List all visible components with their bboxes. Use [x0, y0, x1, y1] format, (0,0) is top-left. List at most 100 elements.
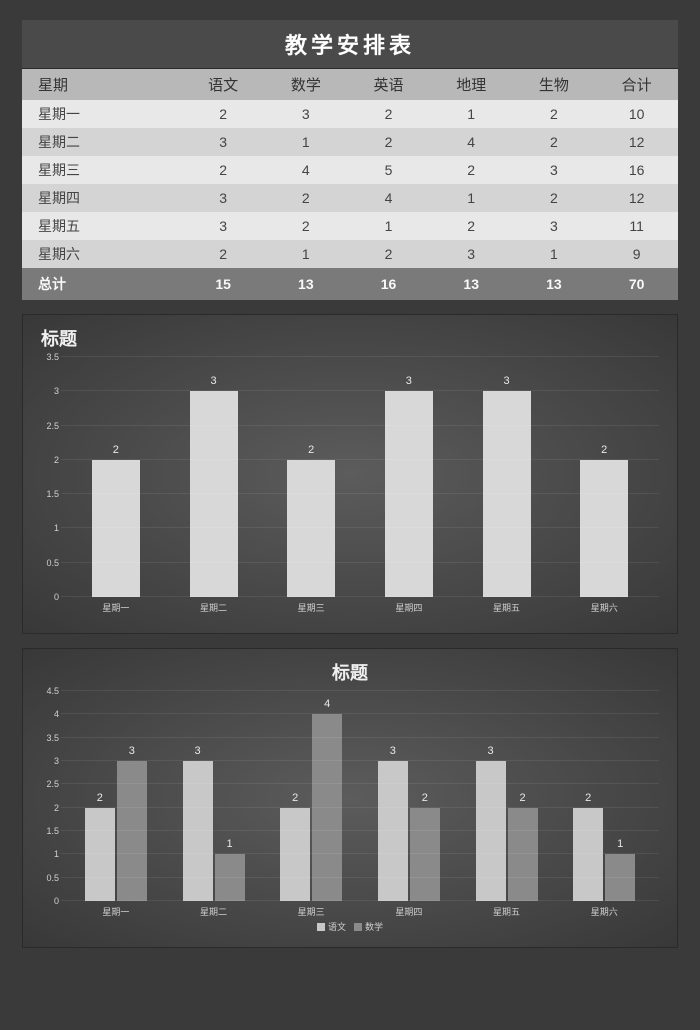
x-label: 星期四	[360, 601, 458, 614]
table-cell: 2	[430, 212, 513, 240]
grid-line	[61, 900, 659, 901]
table-cell: 星期六	[22, 240, 182, 268]
bar-group: 23	[67, 691, 165, 901]
table-header-row: 星期语文数学英语地理生物合计	[22, 69, 678, 100]
grid-line	[61, 390, 659, 391]
bar-value-label: 1	[617, 838, 623, 850]
y-tick: 0.5	[46, 558, 59, 568]
table-cell: 2	[182, 156, 265, 184]
column-header: 合计	[595, 69, 678, 100]
y-tick: 2	[54, 455, 59, 465]
grid-line	[61, 713, 659, 714]
chart1-xlabels: 星期一星期二星期三星期四星期五星期六	[67, 601, 653, 614]
bar-value-label: 2	[422, 792, 428, 804]
y-tick: 4	[54, 709, 59, 719]
table-cell: 3	[182, 212, 265, 240]
chart1-plot: 00.511.522.533.5 232332	[61, 357, 659, 597]
bar-value-label: 2	[601, 444, 607, 456]
table-footer-row: 总计151316131370	[22, 268, 678, 300]
chart1-yaxis: 00.511.522.533.5	[41, 357, 61, 597]
table-cell: 2	[264, 184, 347, 212]
x-label: 星期一	[67, 601, 165, 614]
y-tick: 3.5	[46, 733, 59, 743]
table-cell: 2	[264, 212, 347, 240]
table-row: 星期四3241212	[22, 184, 678, 212]
x-label: 星期一	[67, 905, 165, 918]
x-label: 星期五	[458, 905, 556, 918]
y-tick: 2	[54, 803, 59, 813]
footer-cell: 13	[513, 268, 596, 300]
y-tick: 3	[54, 756, 59, 766]
table-cell: 12	[595, 128, 678, 156]
table-cell: 2	[182, 100, 265, 128]
table-cell: 1	[264, 128, 347, 156]
grid-line	[61, 596, 659, 597]
table-cell: 9	[595, 240, 678, 268]
chart2-bars: 233124323221	[67, 691, 653, 901]
table-cell: 3	[182, 128, 265, 156]
chart2-legend: 语文数学	[41, 920, 659, 933]
chart2-xlabels: 星期一星期二星期三星期四星期五星期六	[67, 905, 653, 918]
chart2-yaxis: 00.511.522.533.544.5	[41, 691, 61, 901]
x-label: 星期二	[165, 601, 263, 614]
y-tick: 1	[54, 849, 59, 859]
footer-cell: 总计	[22, 268, 182, 300]
bar-value-label: 2	[308, 444, 314, 456]
grid-line	[61, 493, 659, 494]
table-cell: 3	[182, 184, 265, 212]
table-cell: 星期五	[22, 212, 182, 240]
footer-cell: 16	[347, 268, 430, 300]
table-cell: 星期二	[22, 128, 182, 156]
column-header: 语文	[182, 69, 265, 100]
table-cell: 2	[513, 184, 596, 212]
chart2-title: 标题	[41, 659, 659, 685]
x-label: 星期三	[262, 601, 360, 614]
table-cell: 2	[182, 240, 265, 268]
table-cell: 2	[513, 128, 596, 156]
bar-value-label: 3	[487, 745, 493, 757]
y-tick: 3.5	[46, 352, 59, 362]
legend-item: 语文	[317, 920, 346, 933]
table-row: 星期一2321210	[22, 100, 678, 128]
bar-value-label: 3	[503, 375, 509, 387]
page-title: 教学安排表	[22, 20, 678, 69]
grid-line	[61, 783, 659, 784]
bar: 4	[312, 714, 342, 901]
schedule-table: 星期语文数学英语地理生物合计 星期一2321210星期二3124212星期三24…	[22, 69, 678, 300]
grid-line	[61, 830, 659, 831]
table-cell: 2	[513, 100, 596, 128]
grid-line	[61, 877, 659, 878]
bar-value-label: 3	[194, 745, 200, 757]
bar: 1	[605, 854, 635, 901]
chart1-panel: 标题 00.511.522.533.5 232332 星期一星期二星期三星期四星…	[22, 314, 678, 634]
bar: 1	[215, 854, 245, 901]
column-header: 英语	[347, 69, 430, 100]
table-cell: 10	[595, 100, 678, 128]
table-cell: 4	[264, 156, 347, 184]
grid-line	[61, 527, 659, 528]
table-cell: 星期一	[22, 100, 182, 128]
table-cell: 12	[595, 184, 678, 212]
table-cell: 16	[595, 156, 678, 184]
table-cell: 1	[513, 240, 596, 268]
column-header: 生物	[513, 69, 596, 100]
grid-line	[61, 737, 659, 738]
table-cell: 星期三	[22, 156, 182, 184]
table-cell: 11	[595, 212, 678, 240]
bar-value-label: 3	[210, 375, 216, 387]
table-cell: 3	[513, 156, 596, 184]
grid-line	[61, 853, 659, 854]
x-label: 星期三	[262, 905, 360, 918]
chart2-plot: 00.511.522.533.544.5 233124323221	[61, 691, 659, 901]
bar-group: 32	[360, 691, 458, 901]
grid-line	[61, 459, 659, 460]
bar-value-label: 2	[113, 444, 119, 456]
y-tick: 0.5	[46, 873, 59, 883]
legend-label: 语文	[328, 920, 346, 933]
bar-group: 32	[458, 691, 556, 901]
table-cell: 4	[347, 184, 430, 212]
grid-line	[61, 760, 659, 761]
y-tick: 3	[54, 386, 59, 396]
table-cell: 4	[430, 128, 513, 156]
table-cell: 3	[264, 100, 347, 128]
